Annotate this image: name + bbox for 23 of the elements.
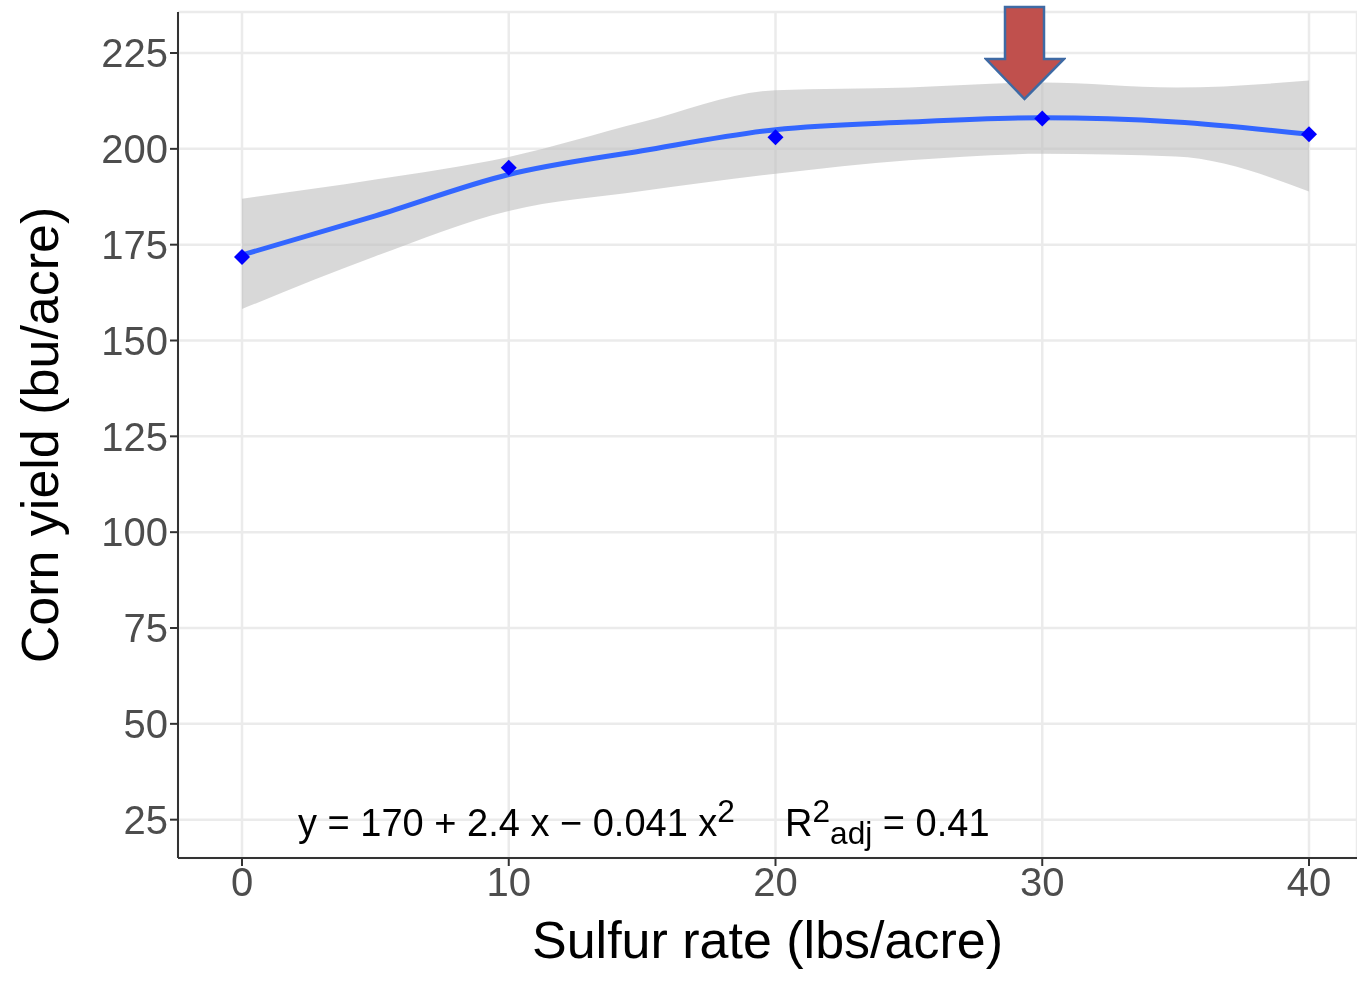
y-tick-label: 125 — [101, 414, 168, 459]
y-tick-label: 25 — [123, 797, 168, 842]
x-tick-label: 20 — [753, 860, 798, 905]
y-axis-title: Corn yield (bu/acre) — [11, 206, 70, 664]
y-tick-label: 75 — [123, 606, 168, 651]
x-tick-label: 30 — [1019, 860, 1065, 905]
annotation: R$^{2}$$_{adj}$ = 0.41 — [784, 793, 990, 853]
x-axis-title: Sulfur rate (lbs/acre) — [531, 911, 1004, 969]
point — [767, 129, 784, 146]
y-tick-label: 225 — [101, 31, 168, 76]
x-tick-label: 40 — [1286, 860, 1332, 905]
y-tick-label: 200 — [101, 127, 168, 172]
x-tick-label: 0 — [230, 860, 254, 905]
y-tick-label: 50 — [123, 702, 168, 747]
y-tick-label: 100 — [101, 510, 168, 555]
point — [500, 159, 517, 176]
x-tick-label: 10 — [486, 860, 532, 905]
point — [234, 248, 251, 265]
y-tick-label: 150 — [101, 318, 168, 363]
point — [1300, 126, 1317, 143]
point — [1034, 110, 1051, 127]
annotation: y = 170 + 2.4 x − 0.041 x$^{2}$ — [298, 793, 735, 846]
y-tick-label: 175 — [101, 222, 168, 267]
